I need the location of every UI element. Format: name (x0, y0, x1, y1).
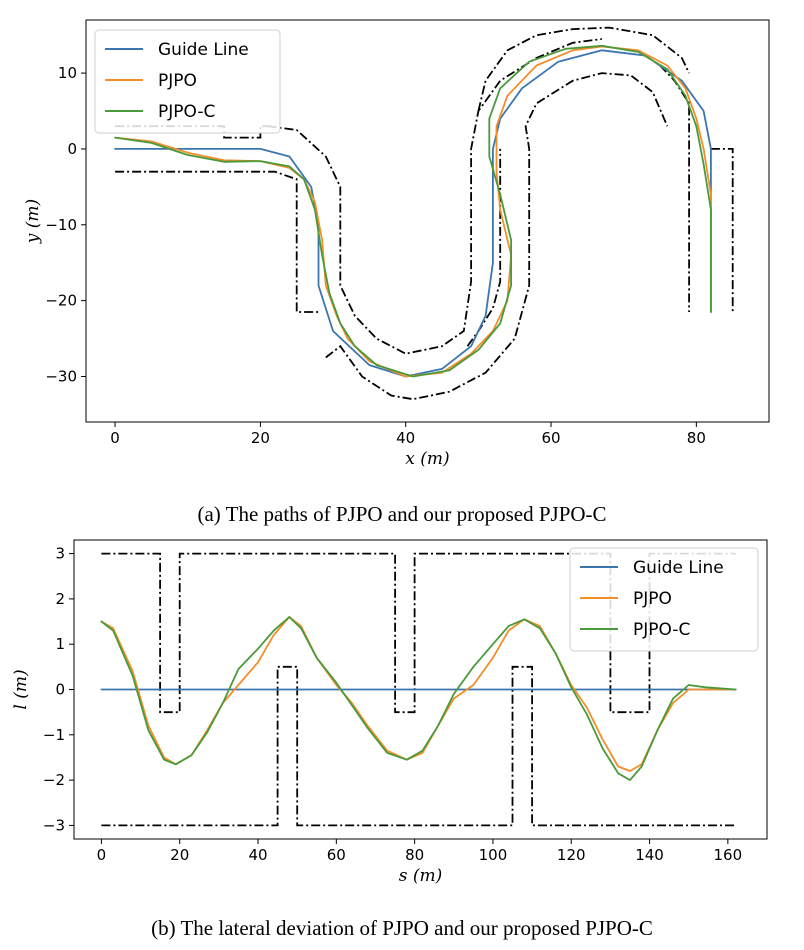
series-line-pjpo-c (114, 44, 712, 378)
boundary-line-3 (325, 72, 669, 401)
boundary-line-5 (477, 26, 690, 112)
boundary-line-1 (101, 665, 736, 827)
x-tick-label: 120 (557, 846, 586, 864)
x-tick-label: 160 (714, 846, 743, 864)
x-tick-label: 80 (405, 846, 424, 864)
caption-a: (a) The paths of PJPO and our proposed P… (197, 502, 606, 526)
y-tick-label: −10 (45, 216, 77, 234)
legend-box (569, 547, 759, 652)
y-tick-label: 10 (58, 64, 77, 82)
x-tick-label: 0 (110, 429, 120, 447)
boundary-line-0 (101, 552, 736, 714)
x-axis-label: s (m) (399, 866, 443, 886)
boundary-line-7 (710, 148, 734, 312)
boundary-line-6 (659, 64, 690, 312)
legend: Guide Line PJPO PJPO-C (569, 547, 759, 652)
legend-label: PJPO (633, 589, 672, 609)
y-tick-label: −1 (43, 726, 65, 744)
x-tick-label: 140 (635, 846, 664, 864)
x-axis-label: x (m) (405, 449, 449, 469)
x-tick-label: 60 (327, 846, 346, 864)
y-tick-label: 2 (55, 590, 65, 608)
legend-label: PJPO-C (633, 620, 690, 640)
legend: Guide Line PJPO PJPO-C (94, 29, 281, 134)
boundary-line-2 (267, 38, 603, 355)
x-tick-label: 20 (170, 846, 189, 864)
x-tick-label: 80 (687, 429, 706, 447)
series-line-pjpo-c (100, 616, 737, 781)
chart-b-lateral-deviation: 0 20 40 60 80 100 120 140 160 3 2 1 0 −1 −2 −3 s (m) l (m… (11, 539, 768, 886)
y-axis-label: y (m) (23, 199, 43, 244)
legend-label: PJPO (158, 71, 197, 91)
x-tick-label: 20 (251, 429, 270, 447)
y-tick-label: −20 (45, 292, 77, 310)
y-tick-label: −3 (43, 816, 65, 834)
legend-label: Guide Line (633, 558, 724, 578)
legend-box (94, 29, 281, 134)
y-tick-label: −2 (43, 771, 65, 789)
y-tick-label: 1 (55, 635, 65, 653)
x-tick-label: 40 (248, 846, 267, 864)
legend-label: Guide Line (158, 40, 249, 60)
x-tick-label: 0 (97, 846, 107, 864)
boundary-line-1 (115, 170, 319, 313)
plot-frame (85, 19, 770, 423)
y-tick-label: 3 (55, 545, 65, 563)
y-tick-label: 0 (67, 140, 77, 158)
legend-label: PJPO-C (158, 102, 215, 122)
y-axis-label: l (m) (11, 669, 31, 709)
x-tick-label: 40 (396, 429, 415, 447)
x-tick-label: 100 (479, 846, 508, 864)
y-tick-label: 0 (55, 681, 65, 699)
y-tick-label: −30 (45, 367, 77, 385)
caption-b: (b) The lateral deviation of PJPO and ou… (151, 916, 653, 940)
x-tick-label: 60 (541, 429, 560, 447)
